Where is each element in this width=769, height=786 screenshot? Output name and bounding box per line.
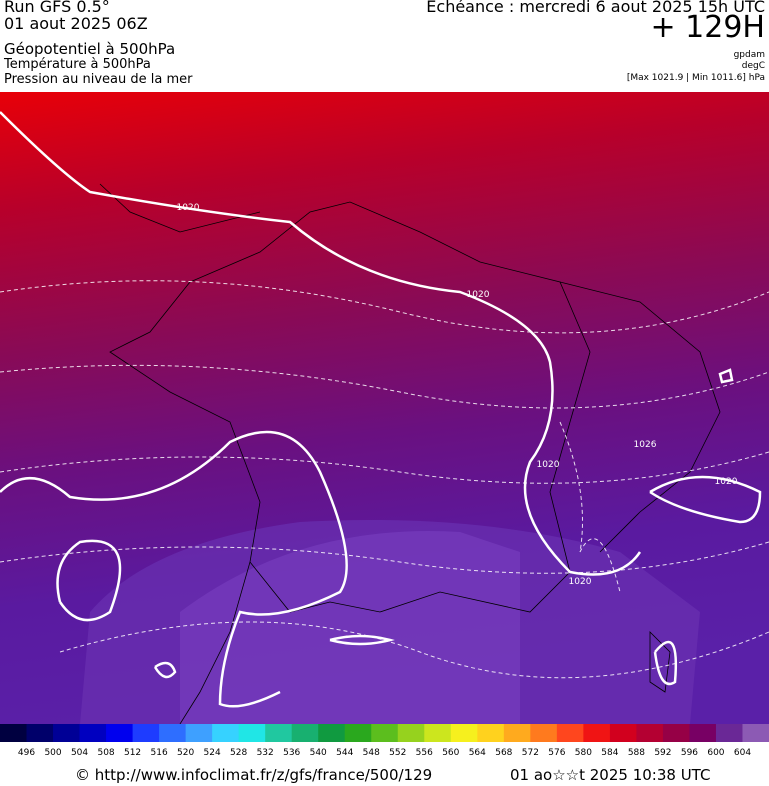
isobar-label: 1020 [715,477,738,487]
field-shading [180,531,520,724]
run-date: 01 aout 2025 06Z [4,14,148,33]
colorbar-label: 500 [44,748,61,758]
colorbar-label: 532 [257,748,274,758]
colorbar-label: 584 [601,748,618,758]
colorbar-cell [583,724,611,742]
colorbar-label: 568 [495,748,512,758]
colorbar-cell [0,724,28,742]
colorbar-cell [26,724,54,742]
forecast: Echéance : mercredi 6 aout 2025 15h UTC [426,0,765,16]
colorbar-label: 588 [628,748,645,758]
colorbar-cell [212,724,240,742]
lead-time: + 129H [650,10,766,45]
colorbar-label: 560 [442,748,459,758]
colorbar-label: 540 [310,748,327,758]
colorbar-cell [424,724,452,742]
colorbar-label: 556 [416,748,433,758]
source-url: © http://www.infoclimat.fr/z/gfs/france/… [75,766,433,784]
colorbar-cell [530,724,558,742]
isobar-label: 1020 [537,460,560,470]
colorbar-cell [238,724,266,742]
colorbar-label: 576 [548,748,565,758]
colorbar-label: 552 [389,748,406,758]
colorbar-cell [318,724,346,742]
colorbar-cell [689,724,717,742]
field: Géopotentiel à 500hPa [4,40,176,58]
colorbar-label: 564 [469,748,486,758]
colorbar-cell [397,724,425,742]
colorbar-label: 504 [71,748,88,758]
colorbar-cell [715,724,743,742]
colorbar-label: 572 [522,748,539,758]
colorbar-cell [291,724,319,742]
colorbar-cell [344,724,372,742]
colorbar-cell [742,724,769,742]
colorbar-cell [106,724,134,742]
colorbar-cell [371,724,399,742]
colorbar-label: 536 [283,748,300,758]
isobar-label: 1020 [467,290,490,300]
colorbar-cell [159,724,187,742]
colorbar-cell [503,724,531,742]
colorbar-cell [556,724,584,742]
colorbar-label: 592 [654,748,671,758]
colorbar-label: 516 [151,748,168,758]
colorbar-label: 508 [97,748,114,758]
colorbar-cell [185,724,213,742]
map: 1020 1020 1020 1026 1020 1020 [0,92,769,724]
colorbar-label: 524 [204,748,221,758]
run: Run GFS 0.5° [4,0,110,16]
isobar-label: 1020 [177,203,200,213]
isobar-label: 1026 [634,440,657,450]
colorbar-label: 520 [177,748,194,758]
unit: gpdam [733,50,765,60]
field: Température à 500hPa [4,57,151,72]
colorbar-cell [79,724,107,742]
isobars [0,111,762,708]
field: Pression au niveau de la mer [4,72,193,87]
colorbar-label: 604 [734,748,751,758]
colorbar-cell [609,724,637,742]
timestamp: 01 ao☆☆t 2025 10:38 UTC [510,766,711,784]
unit: degC [741,61,765,71]
colorbar-cell [477,724,505,742]
colorbar-label: 580 [575,748,592,758]
colorbar-cell [450,724,478,742]
range: [Max 1021.9 | Min 1011.6] hPa [626,73,765,83]
colorbar-cell [662,724,690,742]
colorbar-label: 496 [18,748,35,758]
colorbar-label: 600 [707,748,724,758]
colorbar-cell [636,724,664,742]
colorbar-cell [265,724,293,742]
colorbar-cell [132,724,160,742]
colorbar-label: 548 [363,748,380,758]
colorbar-label: 596 [681,748,698,758]
colorbar-cell [53,724,81,742]
colorbar: 496 500 504 508 512 516 520 524 528 532 536 540 544 5… [0,724,769,758]
colorbar-label: 528 [230,748,247,758]
isotherms [0,280,769,679]
isobar-label: 1020 [569,577,592,587]
colorbar-label: 544 [336,748,353,758]
colorbar-label: 512 [124,748,141,758]
